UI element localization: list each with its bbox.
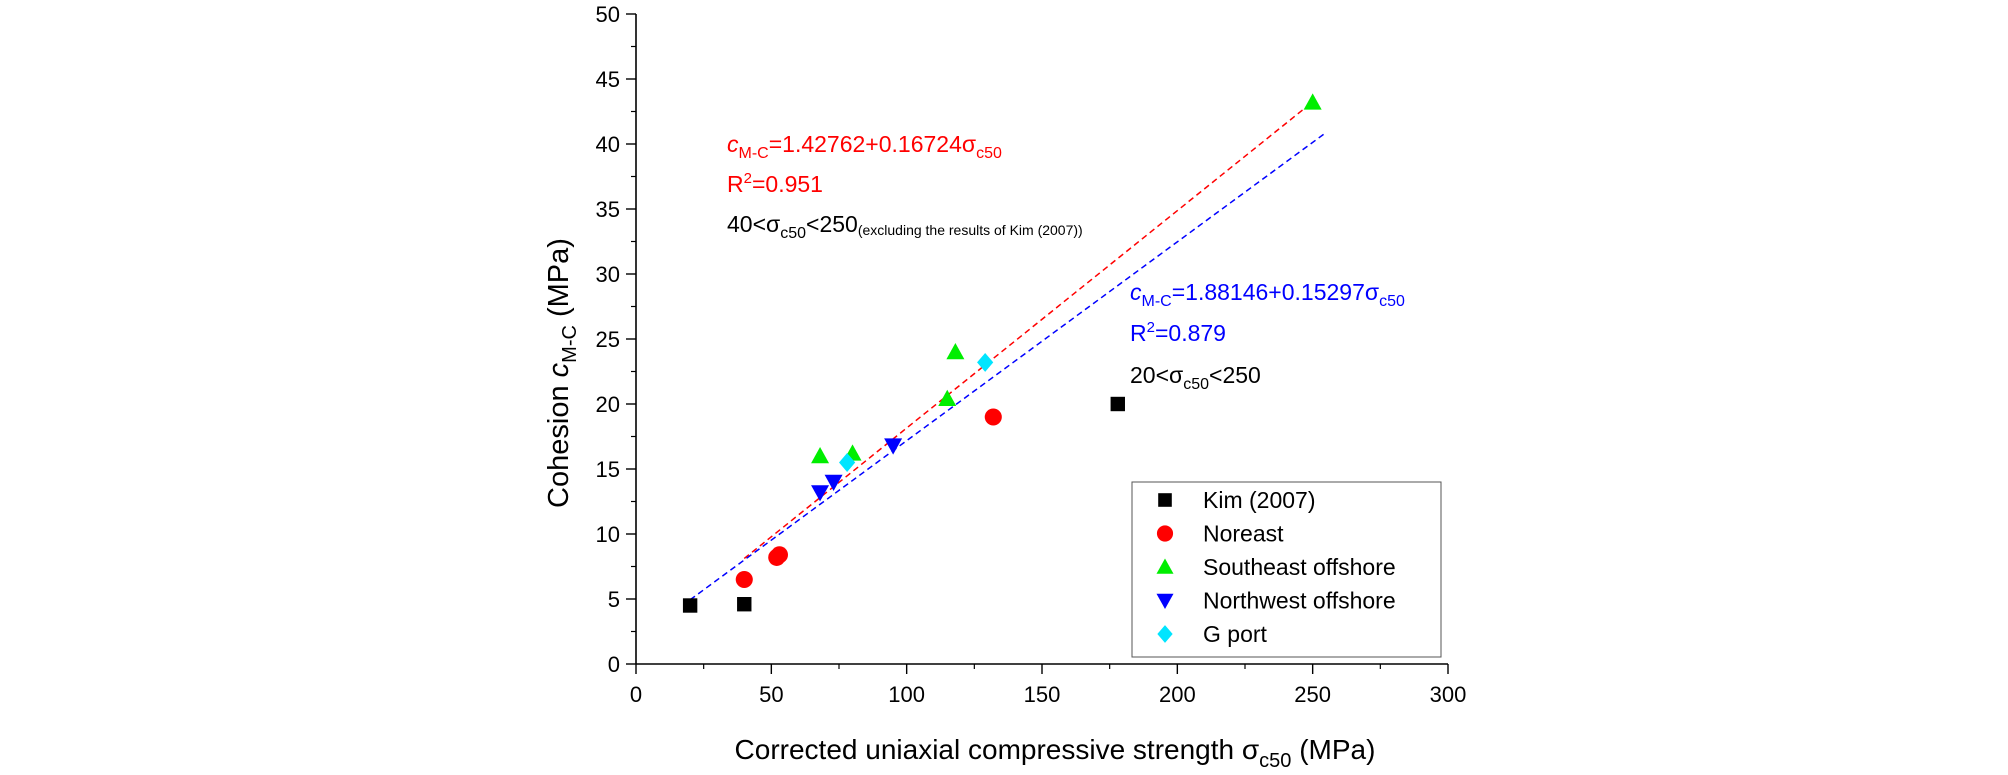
- data-point: [682, 598, 698, 613]
- data-point: [946, 343, 965, 360]
- red-fit-line: [743, 101, 1314, 560]
- blue-fit-range: 20<σc50<250: [1130, 362, 1261, 393]
- x-tick-label: 250: [1294, 682, 1331, 707]
- legend-label: Noreast: [1203, 521, 1284, 547]
- legend-marker: [1156, 525, 1174, 542]
- legend-label: Southeast offshore: [1203, 554, 1396, 580]
- legend-label: G port: [1203, 621, 1268, 647]
- data-point: [938, 389, 957, 406]
- data-point: [839, 453, 856, 472]
- data-point: [735, 570, 753, 589]
- x-tick-label: 0: [630, 682, 642, 707]
- y-tick-label: 40: [596, 132, 620, 157]
- x-tick-label: 50: [759, 682, 783, 707]
- blue-fit-r2: R2=0.879: [1130, 319, 1226, 346]
- y-tick-label: 15: [596, 457, 620, 482]
- y-tick-label: 20: [596, 392, 620, 417]
- x-tick-label: 200: [1159, 682, 1196, 707]
- data-point: [884, 438, 903, 455]
- x-tick-label: 300: [1430, 682, 1467, 707]
- y-tick-label: 5: [608, 587, 620, 612]
- legend-marker: [1156, 558, 1174, 574]
- legend: Kim (2007) Noreast Southeast offshore North…: [1131, 481, 1442, 658]
- data-point: [811, 447, 830, 464]
- fit-lines: [689, 101, 1327, 601]
- data-point: [811, 485, 830, 502]
- data-point: [1303, 93, 1322, 110]
- legend-label: Northwest offshore: [1203, 588, 1396, 614]
- y-tick-label: 30: [596, 262, 620, 287]
- y-tick-label: 0: [608, 652, 620, 677]
- axis-ticks: 0 5 10 15 20 25 30 35 40 45 50 0 50 100 150 200 250 300: [596, 2, 1467, 707]
- legend-marker: [1156, 593, 1174, 609]
- data-point: [1110, 396, 1125, 412]
- red-fit-range: 40<σc50<250(excluding the results of Kim…: [727, 211, 1083, 242]
- blue-fit-line: [689, 131, 1327, 601]
- red-fit-equation: cM-C=1.42762+0.16724σc50: [727, 131, 1002, 162]
- blue-fit-annotation: cM-C=1.88146+0.15297σc50 R2=0.879 20<σc5…: [1130, 279, 1405, 393]
- data-points: [682, 93, 1322, 613]
- y-tick-label: 45: [596, 67, 620, 92]
- legend-box: [1131, 481, 1442, 658]
- y-axis-title: Cohesion cM-C (MPa): [543, 238, 581, 508]
- y-tick-label: 10: [596, 522, 620, 547]
- data-point: [737, 597, 752, 612]
- blue-fit-equation: cM-C=1.88146+0.15297σc50: [1130, 279, 1405, 310]
- legend-label: Kim (2007): [1203, 487, 1315, 513]
- legend-marker: [1158, 493, 1172, 507]
- red-fit-annotation: cM-C=1.42762+0.16724σc50 R2=0.951 40<σc5…: [727, 131, 1083, 242]
- y-tick-label: 50: [596, 2, 620, 27]
- data-point: [984, 408, 1002, 426]
- x-axis-title: Corrected uniaxial compressive strength …: [735, 734, 1376, 772]
- red-fit-r2: R2=0.951: [727, 170, 823, 197]
- data-point: [824, 474, 843, 491]
- data-point: [770, 546, 789, 564]
- y-tick-label: 35: [596, 197, 620, 222]
- y-tick-label: 25: [596, 327, 620, 352]
- legend-marker: [1157, 625, 1173, 643]
- x-tick-label: 150: [1024, 682, 1061, 707]
- data-point: [977, 352, 994, 372]
- x-tick-label: 100: [888, 682, 925, 707]
